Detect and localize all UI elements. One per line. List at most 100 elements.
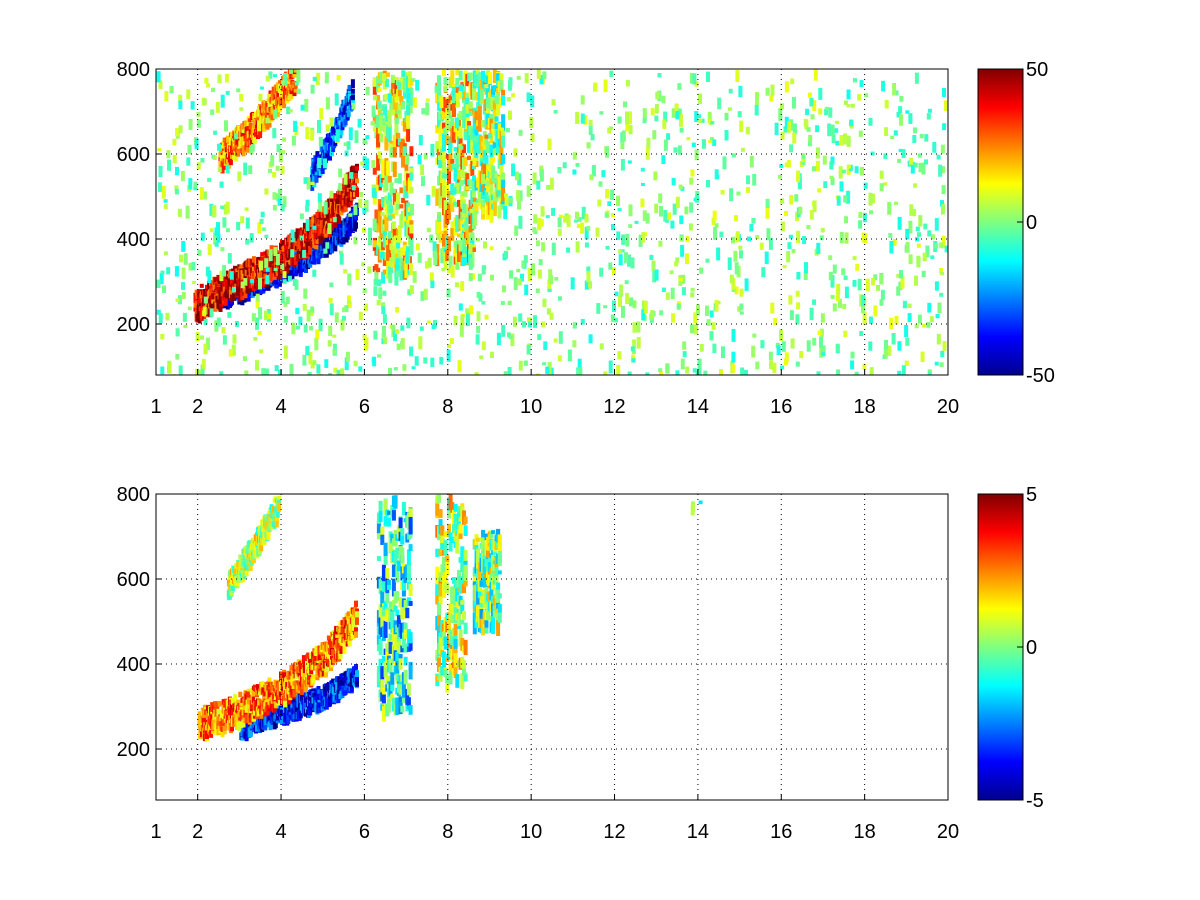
heatmap-cell: [252, 135, 257, 144]
heatmap-cell: [489, 184, 494, 203]
heatmap-cell: [514, 225, 519, 236]
heatmap-cell: [193, 181, 198, 188]
heatmap-cell: [508, 197, 513, 204]
heatmap-cell: [907, 303, 912, 308]
heatmap-cell: [654, 104, 659, 114]
heatmap-cell: [438, 232, 443, 243]
heatmap-cell: [507, 367, 512, 375]
heatmap-cell: [359, 191, 364, 198]
heatmap-cell: [239, 721, 244, 728]
heatmap-cell: [572, 322, 577, 329]
heatmap-cell: [455, 183, 460, 194]
heatmap-cell: [368, 227, 372, 241]
heatmap-cell: [641, 183, 645, 187]
heatmap-cell: [282, 98, 287, 109]
heatmap-cell: [247, 258, 252, 268]
heatmap-cell: [271, 86, 276, 93]
heatmap-cell: [314, 337, 319, 351]
heatmap-cell: [463, 186, 468, 197]
heatmap-cell: [215, 101, 220, 113]
heatmap-cell: [832, 264, 837, 274]
heatmap-cell: [244, 207, 249, 211]
heatmap-cell: [868, 192, 873, 206]
heatmap-cell: [305, 249, 309, 257]
heatmap-cell: [494, 122, 499, 134]
heatmap-cell: [801, 158, 806, 162]
heatmap-cell: [277, 278, 282, 287]
heatmap-cell: [216, 721, 221, 729]
heatmap-cell: [180, 170, 185, 182]
heatmap-cell: [282, 279, 287, 284]
heatmap-cell: [245, 285, 250, 294]
heatmap-cell: [627, 160, 632, 164]
heatmap-cell: [365, 135, 370, 139]
heatmap-cell: [713, 227, 718, 240]
heatmap-cell: [518, 215, 523, 229]
heatmap-cell: [470, 190, 475, 207]
heatmap-cell: [690, 169, 695, 177]
heatmap-cell: [712, 343, 717, 354]
heatmap-cell: [338, 221, 343, 230]
heatmap-cell: [433, 320, 437, 328]
heatmap-cell: [694, 149, 699, 161]
heatmap-cell: [187, 144, 192, 155]
heatmap-cell: [818, 108, 823, 115]
heatmap-cell: [716, 301, 721, 305]
heatmap-cell: [714, 223, 719, 228]
heatmap-cell: [278, 369, 282, 375]
heatmap-cell: [789, 310, 794, 321]
heatmap-cell: [905, 228, 910, 240]
heatmap-cell: [217, 710, 222, 716]
heatmap-cell: [642, 117, 647, 124]
heatmap-cell: [505, 128, 510, 133]
heatmap-cell: [471, 273, 476, 280]
heatmap-cell: [690, 287, 695, 292]
heatmap-cell: [236, 149, 241, 157]
heatmap-cell: [336, 369, 341, 375]
heatmap-cell: [464, 224, 469, 229]
heatmap-cell: [355, 166, 359, 171]
heatmap-cell: [788, 234, 793, 239]
heatmap-cell: [157, 182, 162, 192]
heatmap-cell: [362, 138, 367, 145]
heatmap-cell: [158, 313, 163, 324]
heatmap-cell: [331, 206, 336, 215]
heatmap-cell: [821, 351, 826, 357]
heatmap-cell: [909, 157, 914, 165]
heatmap-cell: [474, 135, 479, 142]
heatmap-cell: [407, 71, 412, 83]
heatmap-cell: [586, 271, 591, 283]
heatmap-cell: [310, 306, 315, 313]
heatmap-cell: [744, 278, 749, 291]
heatmap-cell: [208, 722, 213, 732]
heatmap-cell: [458, 126, 463, 139]
heatmap-cell: [224, 289, 229, 299]
heatmap-cell: [381, 173, 386, 183]
heatmap-cell: [280, 165, 285, 175]
heatmap-cell: [232, 277, 237, 283]
heatmap-cell: [283, 315, 288, 323]
heatmap-cell: [549, 367, 554, 375]
heatmap-cell: [183, 253, 188, 265]
heatmap-cell: [183, 324, 188, 328]
heatmap-cell: [477, 273, 482, 282]
heatmap-cell: [215, 702, 220, 711]
heatmap-cell: [549, 177, 554, 190]
heatmap-cell: [295, 253, 300, 262]
heatmap-cell: [401, 70, 406, 77]
heatmap-cell: [652, 269, 657, 283]
heatmap-cell: [222, 293, 227, 301]
heatmap-cell: [193, 294, 198, 304]
heatmap-cell: [202, 306, 207, 315]
heatmap-cell: [252, 120, 257, 129]
heatmap-cell: [217, 279, 222, 284]
heatmap-cell: [697, 358, 702, 369]
heatmap-cell: [362, 288, 367, 294]
heatmap-cell: [248, 728, 253, 737]
heatmap-cell: [157, 148, 162, 152]
heatmap-cell: [880, 289, 885, 300]
heatmap-cell: [172, 374, 176, 375]
heatmap-cell: [749, 155, 754, 168]
heatmap-cell: [844, 286, 849, 299]
